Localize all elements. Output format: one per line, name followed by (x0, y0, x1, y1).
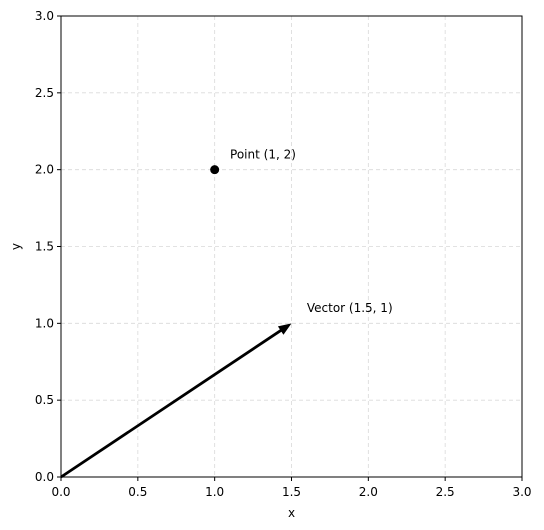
y-tick-label: 0.5 (35, 393, 54, 407)
x-tick-label: 0.0 (51, 485, 70, 499)
axes-frame (60, 15, 523, 478)
x-tick-label: 1.5 (282, 485, 301, 499)
data-point (210, 165, 220, 175)
axis-ticks: 0.0 0.5 1.0 1.5 2.0 2.5 3.0 0.0 0.5 1.0 1.5 2.0 2.5 3… (35, 9, 532, 499)
annotation-label: Vector (1.5, 1) (307, 301, 393, 315)
y-tick-label: 2.0 (35, 163, 54, 177)
x-axis-label: x (288, 506, 295, 520)
y-axis-label: y (9, 243, 23, 250)
y-tick-label: 0.0 (35, 470, 54, 484)
x-tick-label: 2.5 (436, 485, 455, 499)
y-tick-label: 2.5 (35, 86, 54, 100)
annotation-label: Point (1, 2) (230, 147, 296, 161)
vector-shaft (60, 328, 284, 479)
x-tick-label: 1.0 (205, 485, 224, 499)
y-tick-label: 1.0 (35, 316, 54, 330)
plot-data: Point (1, 2) Vector (1.5, 1) (60, 147, 393, 479)
y-tick-label: 3.0 (35, 9, 54, 23)
grid (60, 15, 523, 478)
x-tick-label: 0.5 (128, 485, 147, 499)
vector-arrowhead (277, 323, 292, 335)
y-tick-label: 1.5 (35, 240, 54, 254)
x-tick-label: 2.0 (359, 485, 378, 499)
x-tick-label: 3.0 (512, 485, 531, 499)
